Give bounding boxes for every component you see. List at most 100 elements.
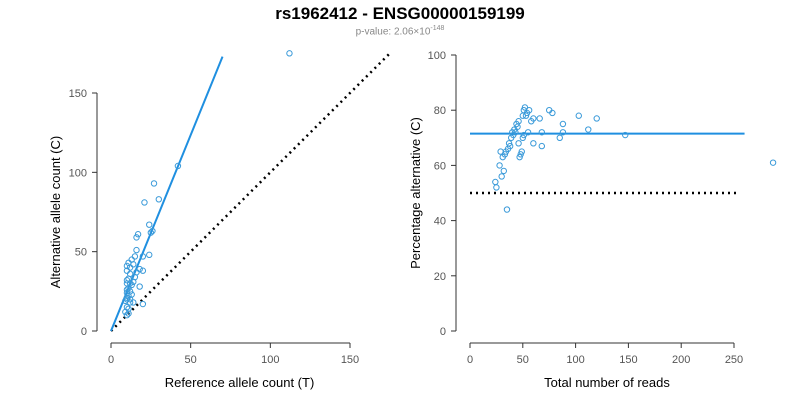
data-point [139, 253, 147, 260]
y-tick-label: 50 [75, 247, 87, 259]
x-tick-label: 0 [108, 354, 114, 366]
x-tick-label: 50 [517, 354, 529, 366]
data-point [139, 300, 147, 308]
data-point [769, 159, 777, 166]
panel-allele-counts: 0 50 100 150 0 50 100 150 Reference allele count… [48, 50, 391, 390]
data-point [538, 142, 546, 150]
data-point [556, 134, 563, 142]
data-point [513, 120, 520, 128]
data-point [492, 178, 499, 186]
y-axis-label: Alternative allele count (C) [48, 136, 63, 288]
x-tick-label: 150 [619, 354, 637, 366]
data-point [125, 305, 132, 312]
data-point [496, 162, 503, 169]
page-title: rs1962412 - ENSG00000159199 [275, 4, 525, 23]
data-point [515, 140, 522, 147]
data-point [123, 311, 131, 319]
data-point [575, 112, 582, 119]
x-tick-label: 150 [341, 354, 359, 366]
data-point [122, 308, 129, 316]
data-point [128, 281, 135, 289]
data-point [133, 234, 140, 241]
data-point [146, 251, 153, 259]
data-point [131, 253, 139, 260]
data-point [493, 184, 500, 191]
data-point [503, 206, 511, 213]
data-point [507, 134, 515, 142]
x-axis-label: Reference allele count (T) [165, 375, 315, 390]
y-tick-label: 100 [428, 50, 446, 62]
x-axis-label: Total number of reads [544, 375, 670, 390]
p-value-exponent: -148 [430, 25, 445, 32]
data-point [546, 107, 553, 114]
data-point [517, 151, 524, 158]
p-value-subtitle: p-value: 2.06×10-148 [0, 25, 800, 37]
data-point [522, 112, 530, 119]
panel-percentage-alternative: 0 50 100 150 200 250 0 20 40 60 80 100 Total number … [408, 50, 777, 390]
data-point [126, 264, 134, 271]
data-point [123, 296, 131, 303]
p-value-text: p-value: 2.06×10 [355, 26, 431, 38]
data-point [146, 221, 153, 228]
data-point [141, 199, 148, 206]
data-point [123, 286, 131, 293]
data-point [559, 129, 567, 136]
y-tick-label: 60 [434, 160, 446, 172]
data-point [126, 299, 134, 306]
x-tick-label: 100 [566, 354, 584, 366]
data-point [559, 120, 567, 128]
data-point [149, 227, 156, 235]
data-point [528, 118, 535, 125]
data-point [500, 167, 507, 175]
data-point [125, 310, 132, 317]
x-tick-label: 50 [185, 354, 197, 366]
y-tick-label: 150 [69, 88, 87, 100]
x-tick-label: 0 [467, 354, 473, 366]
data-point [585, 126, 592, 133]
data-point [521, 104, 529, 111]
x-tick-label: 250 [725, 354, 743, 366]
data-point [134, 231, 142, 238]
data-point [136, 283, 143, 290]
y-tick-label: 80 [434, 105, 446, 117]
data-point [130, 261, 137, 268]
data-point [530, 140, 537, 147]
data-point [519, 134, 526, 142]
data-point [136, 265, 143, 273]
data-point [499, 153, 506, 161]
data-point [123, 277, 131, 284]
data-point [139, 267, 147, 274]
data-point [150, 180, 158, 187]
data-point [516, 153, 523, 161]
data-point [538, 129, 546, 136]
data-point [519, 112, 526, 119]
x-tick-label: 100 [261, 354, 279, 366]
x-tick-label: 200 [672, 354, 690, 366]
y-tick-label: 100 [69, 167, 87, 179]
data-point [123, 262, 131, 270]
data-point [536, 115, 543, 122]
data-point [133, 246, 140, 254]
data-point [123, 267, 131, 274]
y-tick-label: 0 [440, 326, 446, 338]
y-tick-label: 40 [434, 216, 446, 228]
data-point [622, 131, 629, 139]
data-point [130, 299, 137, 306]
data-point [125, 292, 132, 300]
y-axis-label: Percentage alternative (C) [408, 117, 423, 269]
data-point [498, 173, 505, 180]
data-point [174, 162, 182, 170]
data-point [147, 229, 155, 236]
data-point [518, 148, 525, 155]
data-point [286, 50, 293, 57]
y-tick-label: 0 [81, 326, 87, 338]
line-group [110, 52, 391, 332]
reference-line [110, 52, 391, 332]
y-tick-label: 20 [434, 271, 446, 283]
data-point [130, 278, 137, 286]
data-point [520, 131, 528, 139]
data-point [155, 196, 163, 203]
data-point [497, 148, 504, 155]
data-point [593, 115, 600, 122]
